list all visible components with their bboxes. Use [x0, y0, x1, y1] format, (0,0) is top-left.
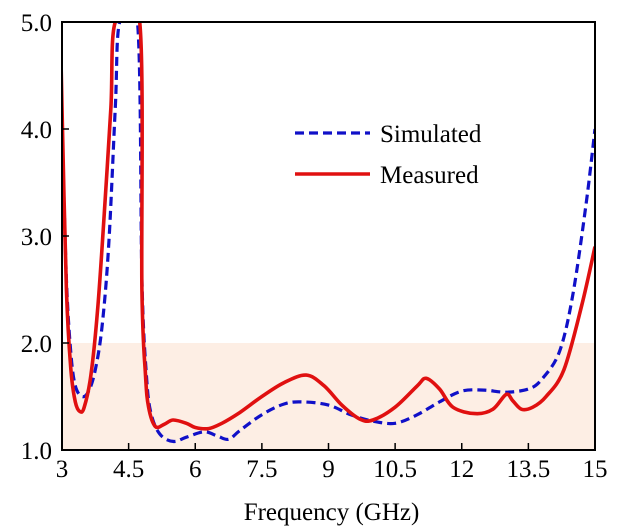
legend-label-measured: Measured	[380, 162, 479, 189]
x-axis: 3 4.5 6 7.5 9 10.5 12 13.5 15	[56, 443, 608, 483]
series-line-measured	[62, 22, 595, 431]
series-line-simulated	[62, 22, 595, 444]
x-tick-label: 6	[189, 456, 202, 483]
x-tick-label: 15	[583, 456, 608, 483]
legend: Simulated Measured	[295, 121, 482, 189]
series-group	[62, 22, 595, 444]
y-tick-label: 2.0	[21, 331, 52, 358]
x-tick-label: 4.5	[113, 456, 144, 483]
x-tick-label: 13.5	[507, 456, 551, 483]
y-tick-label: 5.0	[21, 10, 52, 37]
y-tick-label: 3.0	[21, 224, 52, 251]
shaded-region	[62, 343, 595, 450]
y-tick-label: 4.0	[21, 117, 52, 144]
y-axis: 1.0 2.0 3.0 4.0 5.0	[21, 10, 69, 465]
x-tick-label: 3	[56, 456, 69, 483]
x-tick-label: 7.5	[246, 456, 277, 483]
x-tick-label: 12	[449, 456, 474, 483]
legend-label-simulated: Simulated	[380, 121, 482, 148]
y-tick-label: 1.0	[21, 438, 52, 465]
x-axis-title: Frequency (GHz)	[244, 499, 420, 526]
x-tick-label: 10.5	[373, 456, 417, 483]
x-tick-label: 9	[322, 456, 335, 483]
